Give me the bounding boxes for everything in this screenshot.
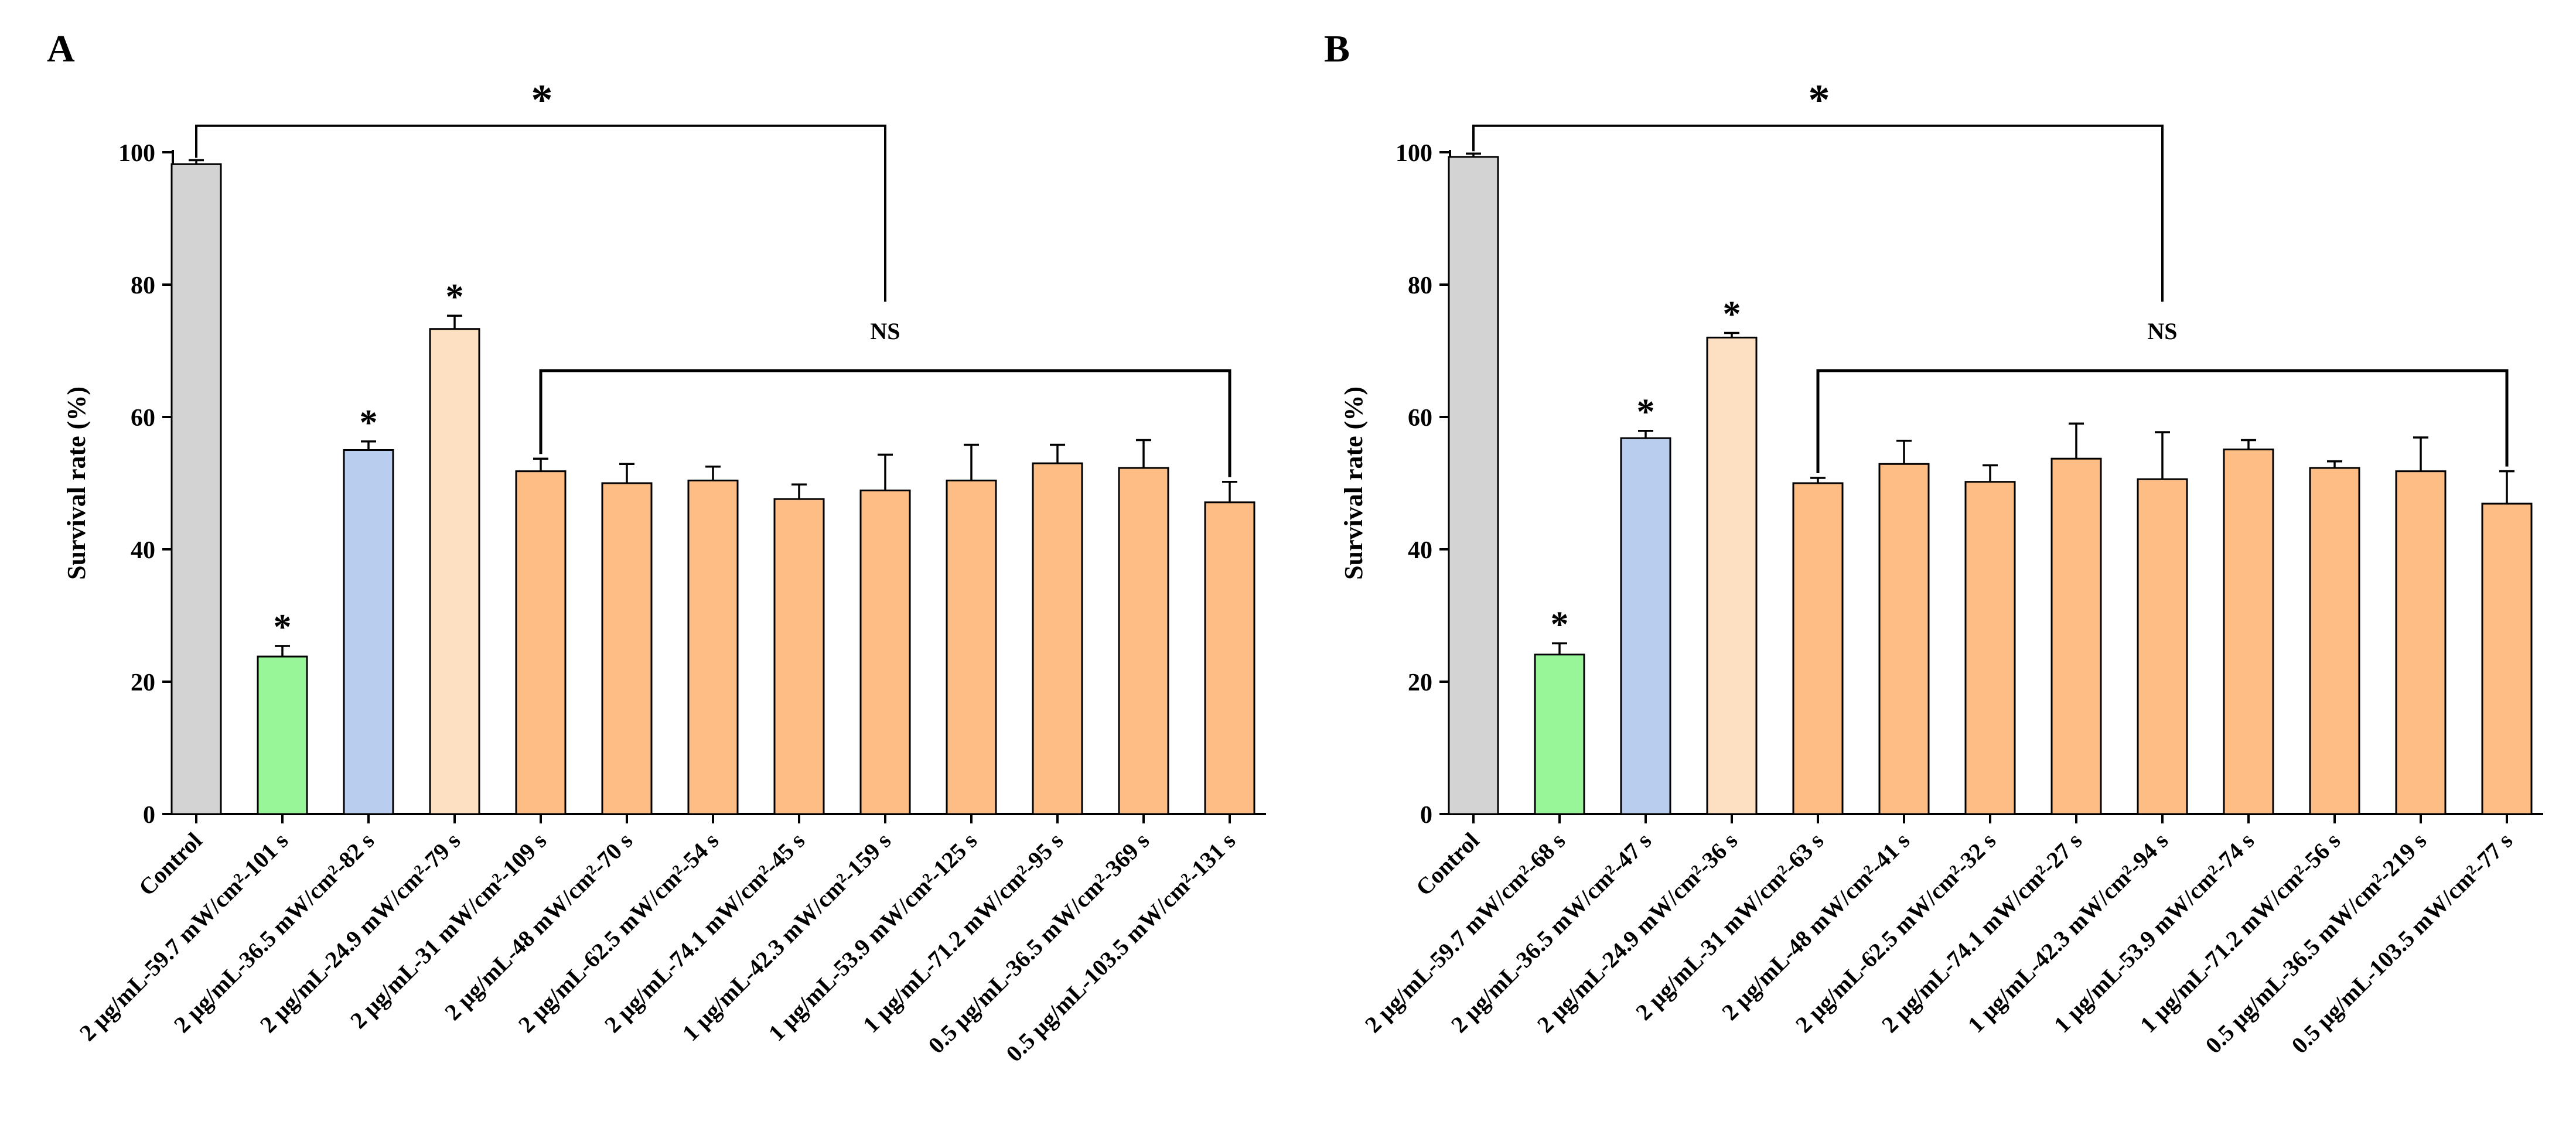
top-bracket-label: *	[1809, 76, 1830, 124]
ns-bracket-label: NS	[2147, 318, 2177, 344]
bar	[1448, 156, 1499, 815]
ns-bracket	[539, 369, 1231, 477]
bar	[1706, 336, 1758, 815]
bar	[1118, 467, 1169, 815]
bar	[257, 655, 308, 815]
bar	[1032, 462, 1083, 815]
significance-star: *	[1551, 604, 1569, 644]
bar	[601, 482, 653, 815]
y-tick-label: 0	[143, 802, 155, 829]
significance-star: *	[360, 403, 378, 443]
y-tick-label: 60	[131, 405, 155, 432]
bar	[1620, 437, 1671, 815]
ns-bracket-label: NS	[870, 318, 900, 344]
y-tick-label: 80	[1408, 272, 1432, 299]
top-bracket-label: *	[531, 76, 553, 124]
y-tick-label: 20	[131, 669, 155, 696]
bar	[1204, 501, 1255, 815]
bar	[343, 449, 394, 815]
bar	[1792, 482, 1844, 815]
bar	[2395, 470, 2447, 815]
bar	[1878, 463, 1930, 815]
ns-bracket	[1816, 369, 2509, 473]
bar	[2050, 457, 2102, 815]
significance-star: *	[1723, 294, 1741, 334]
y-axis-label: Survival rate (%)	[1339, 387, 1368, 580]
panel-label: B	[1324, 28, 1350, 70]
bar	[859, 489, 911, 815]
significance-star: *	[446, 277, 464, 317]
bar	[429, 328, 480, 815]
y-tick-label: 20	[1408, 669, 1432, 696]
y-tick-label: 0	[1420, 802, 1432, 829]
y-tick-label: 40	[1408, 537, 1432, 564]
significance-star: *	[274, 607, 292, 647]
y-axis-label: Survival rate (%)	[62, 387, 91, 580]
panel-label: A	[47, 28, 75, 70]
y-tick-label: 100	[118, 140, 155, 167]
bar	[1534, 654, 1585, 815]
top-bracket	[1472, 124, 2164, 302]
bar	[687, 479, 739, 815]
bar	[2223, 448, 2274, 815]
x-tick-label: Control	[134, 828, 207, 901]
bar	[946, 479, 997, 815]
x-tick-label: Control	[1411, 828, 1485, 901]
bar	[2481, 502, 2533, 815]
bar	[515, 470, 567, 815]
y-tick-label: 80	[131, 272, 155, 299]
bar	[1964, 481, 2016, 815]
top-bracket	[195, 124, 886, 302]
y-tick-label: 100	[1396, 140, 1432, 167]
bar	[773, 498, 825, 815]
y-tick-label: 60	[1408, 405, 1432, 432]
bar	[2137, 478, 2188, 815]
bar	[170, 163, 222, 815]
bar	[2309, 467, 2360, 815]
significance-star: *	[1637, 392, 1655, 432]
y-tick-label: 40	[131, 537, 155, 564]
